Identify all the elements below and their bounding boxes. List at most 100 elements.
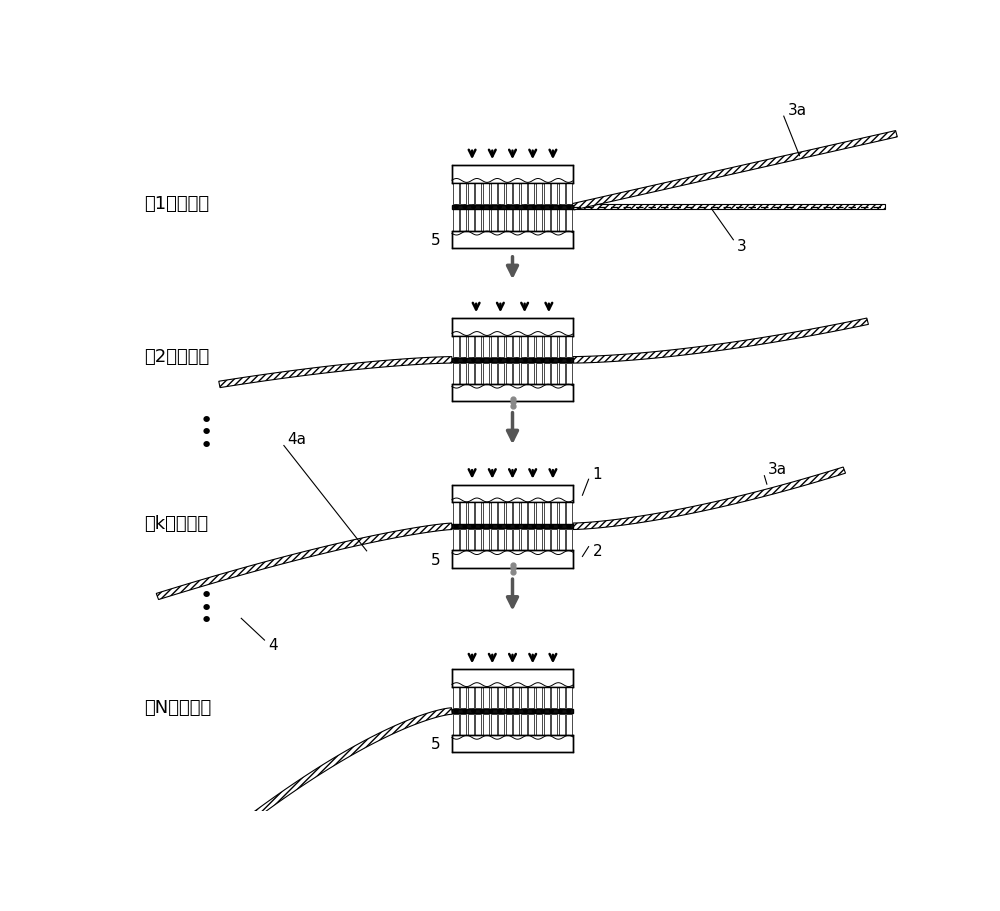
Bar: [468, 529, 474, 551]
Bar: [498, 503, 504, 524]
Bar: [506, 336, 512, 358]
Bar: [506, 363, 512, 384]
Bar: [566, 503, 572, 524]
Circle shape: [498, 359, 501, 362]
Circle shape: [506, 359, 510, 362]
Text: 5: 5: [431, 552, 440, 567]
Text: 3: 3: [737, 239, 747, 253]
Bar: [483, 529, 489, 551]
Bar: [559, 687, 565, 709]
Bar: [468, 183, 474, 205]
Bar: [491, 503, 497, 524]
Bar: [528, 363, 534, 384]
Polygon shape: [219, 357, 452, 388]
Circle shape: [515, 525, 519, 528]
Bar: [483, 336, 489, 358]
Circle shape: [454, 359, 458, 362]
Bar: [536, 336, 542, 358]
Bar: [483, 210, 489, 231]
Bar: [460, 529, 466, 551]
Bar: [559, 529, 565, 551]
Bar: [506, 210, 512, 231]
Circle shape: [506, 710, 510, 712]
Bar: [491, 529, 497, 551]
Bar: [506, 529, 512, 551]
Bar: [468, 687, 474, 709]
Bar: [536, 687, 542, 709]
Bar: [468, 503, 474, 524]
Circle shape: [489, 359, 493, 362]
Circle shape: [454, 525, 458, 528]
Bar: [460, 363, 466, 384]
Circle shape: [541, 710, 545, 712]
Bar: [521, 363, 527, 384]
Bar: [566, 687, 572, 709]
Bar: [521, 503, 527, 524]
Bar: [559, 363, 565, 384]
Bar: [506, 687, 512, 709]
Text: •: •: [200, 435, 213, 456]
Bar: [498, 363, 504, 384]
Bar: [551, 503, 557, 524]
Circle shape: [472, 359, 475, 362]
Text: 3a: 3a: [768, 462, 787, 476]
Circle shape: [463, 525, 467, 528]
Bar: [544, 529, 550, 551]
Bar: [475, 687, 481, 709]
Text: 2: 2: [592, 544, 602, 558]
Bar: [506, 503, 512, 524]
Bar: [452, 486, 573, 503]
Circle shape: [558, 525, 562, 528]
Bar: [521, 336, 527, 358]
Bar: [566, 714, 572, 735]
Bar: [551, 363, 557, 384]
Text: •: •: [200, 610, 213, 630]
Bar: [483, 363, 489, 384]
Bar: [551, 714, 557, 735]
Circle shape: [489, 525, 493, 528]
Bar: [453, 183, 459, 205]
Bar: [483, 687, 489, 709]
Polygon shape: [573, 319, 868, 363]
Bar: [559, 503, 565, 524]
Bar: [498, 687, 504, 709]
Circle shape: [524, 525, 527, 528]
Circle shape: [472, 710, 475, 712]
Circle shape: [480, 206, 484, 210]
Bar: [452, 670, 573, 687]
Bar: [521, 529, 527, 551]
Text: 第k段成形：: 第k段成形：: [144, 514, 208, 532]
Circle shape: [489, 710, 493, 712]
Bar: [475, 363, 481, 384]
Bar: [528, 503, 534, 524]
Bar: [544, 210, 550, 231]
Circle shape: [532, 525, 536, 528]
Circle shape: [515, 359, 519, 362]
Bar: [544, 714, 550, 735]
Bar: [453, 714, 459, 735]
Bar: [544, 363, 550, 384]
Circle shape: [472, 525, 475, 528]
Bar: [536, 210, 542, 231]
Bar: [460, 183, 466, 205]
Bar: [475, 529, 481, 551]
Text: 1: 1: [592, 466, 602, 482]
Bar: [513, 336, 519, 358]
Bar: [566, 183, 572, 205]
Bar: [521, 687, 527, 709]
Bar: [551, 210, 557, 231]
Bar: [506, 714, 512, 735]
Text: 第2段成形：: 第2段成形：: [144, 348, 210, 366]
Circle shape: [515, 206, 519, 210]
Polygon shape: [156, 524, 452, 600]
Bar: [460, 503, 466, 524]
Text: 第N段成形：: 第N段成形：: [144, 699, 212, 717]
Polygon shape: [573, 205, 885, 210]
Circle shape: [463, 206, 467, 210]
Circle shape: [532, 206, 536, 210]
Bar: [566, 363, 572, 384]
Circle shape: [463, 359, 467, 362]
Bar: [452, 319, 573, 336]
Text: 5: 5: [431, 736, 440, 752]
Bar: [551, 183, 557, 205]
